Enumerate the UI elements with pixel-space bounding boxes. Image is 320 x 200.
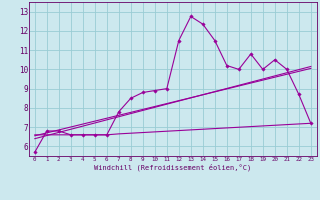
X-axis label: Windchill (Refroidissement éolien,°C): Windchill (Refroidissement éolien,°C): [94, 163, 252, 171]
